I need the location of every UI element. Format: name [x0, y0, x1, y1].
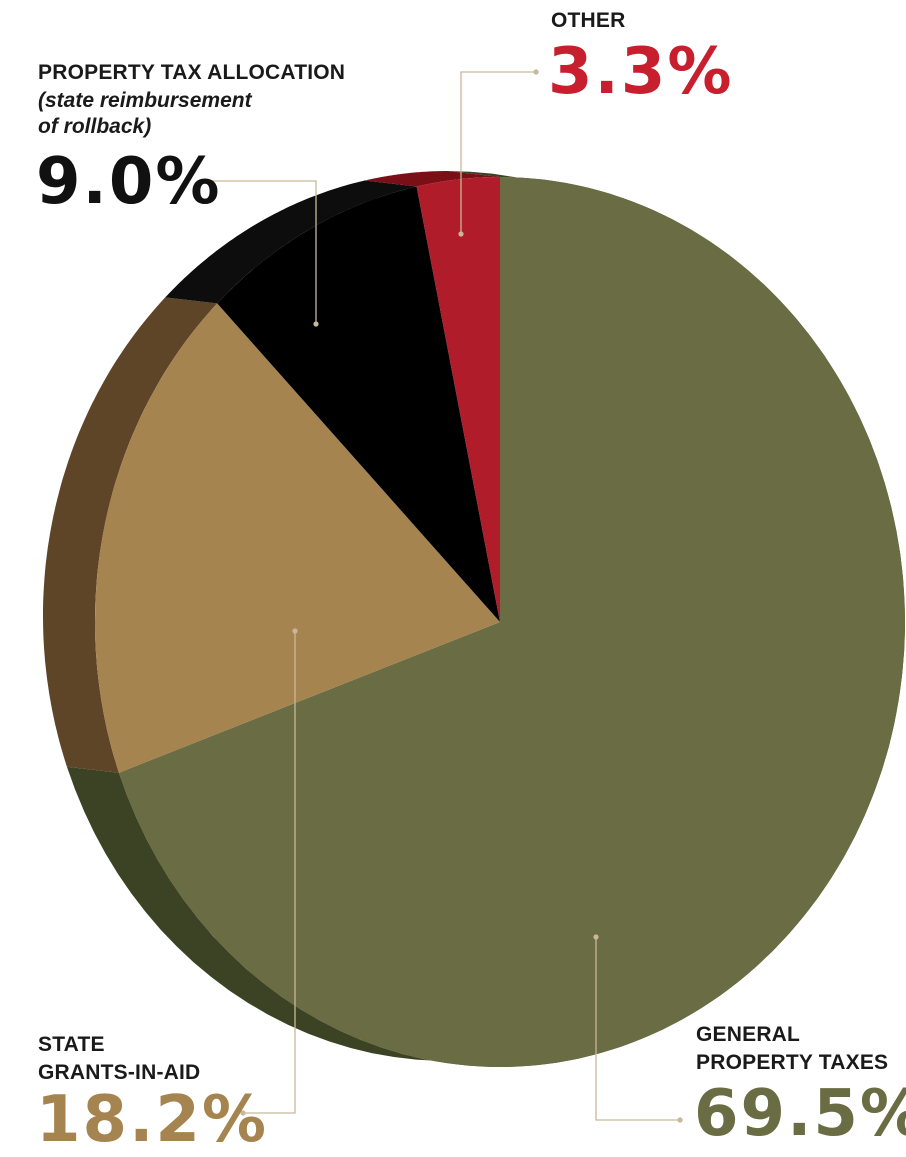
leader-dot-state-grants-1	[292, 628, 298, 634]
leader-lines	[202, 69, 683, 1123]
slice-property-tax-allocation	[217, 186, 500, 622]
leader-dot-general-property-taxes-0	[677, 1117, 683, 1123]
label-other: OTHER	[551, 9, 626, 32]
label-property-tax-allocation: PROPERTY TAX ALLOCATION	[38, 61, 346, 84]
value-other: 3.3%	[548, 35, 734, 109]
leader-line-other	[460, 71, 536, 234]
pie-sides	[43, 171, 905, 1067]
leader-dot-state-grants-0	[240, 1110, 246, 1116]
leader-line-property-tax-allocation	[205, 180, 317, 324]
label-state-grants-line2: GRANTS-IN-AID	[38, 1061, 201, 1084]
leader-dot-general-property-taxes-1	[593, 934, 599, 940]
value-state-grants: 18.2%	[36, 1083, 269, 1157]
side-property-tax-allocation	[165, 180, 417, 304]
leader-dot-property-tax-allocation-0	[202, 178, 208, 184]
side-state-grants	[43, 297, 218, 773]
leader-dot-property-tax-allocation-1	[313, 321, 319, 327]
slice-other	[416, 176, 500, 622]
value-general-property-taxes: 69.5%	[694, 1077, 906, 1151]
label-general-property-taxes-line2: PROPERTY TAXES	[696, 1051, 889, 1074]
leader-line-general-property-taxes	[595, 937, 680, 1121]
label-general-property-taxes-line1: GENERAL	[696, 1023, 801, 1046]
label-state-grants-line1: STATE	[38, 1033, 105, 1056]
leader-dot-other-0	[533, 69, 539, 75]
leader-dot-other-1	[458, 231, 464, 237]
side-other	[364, 171, 500, 187]
label-property-tax-allocation-note-2: of rollback)	[38, 115, 152, 138]
leader-line-state-grants	[243, 631, 296, 1114]
pie-slices	[94, 176, 905, 1067]
slice-general-property-taxes	[118, 177, 905, 1067]
label-property-tax-allocation-note-1: (state reimbursement	[38, 89, 252, 112]
slice-state-grants	[94, 303, 501, 773]
value-property-tax-allocation: 9.0%	[36, 145, 222, 219]
